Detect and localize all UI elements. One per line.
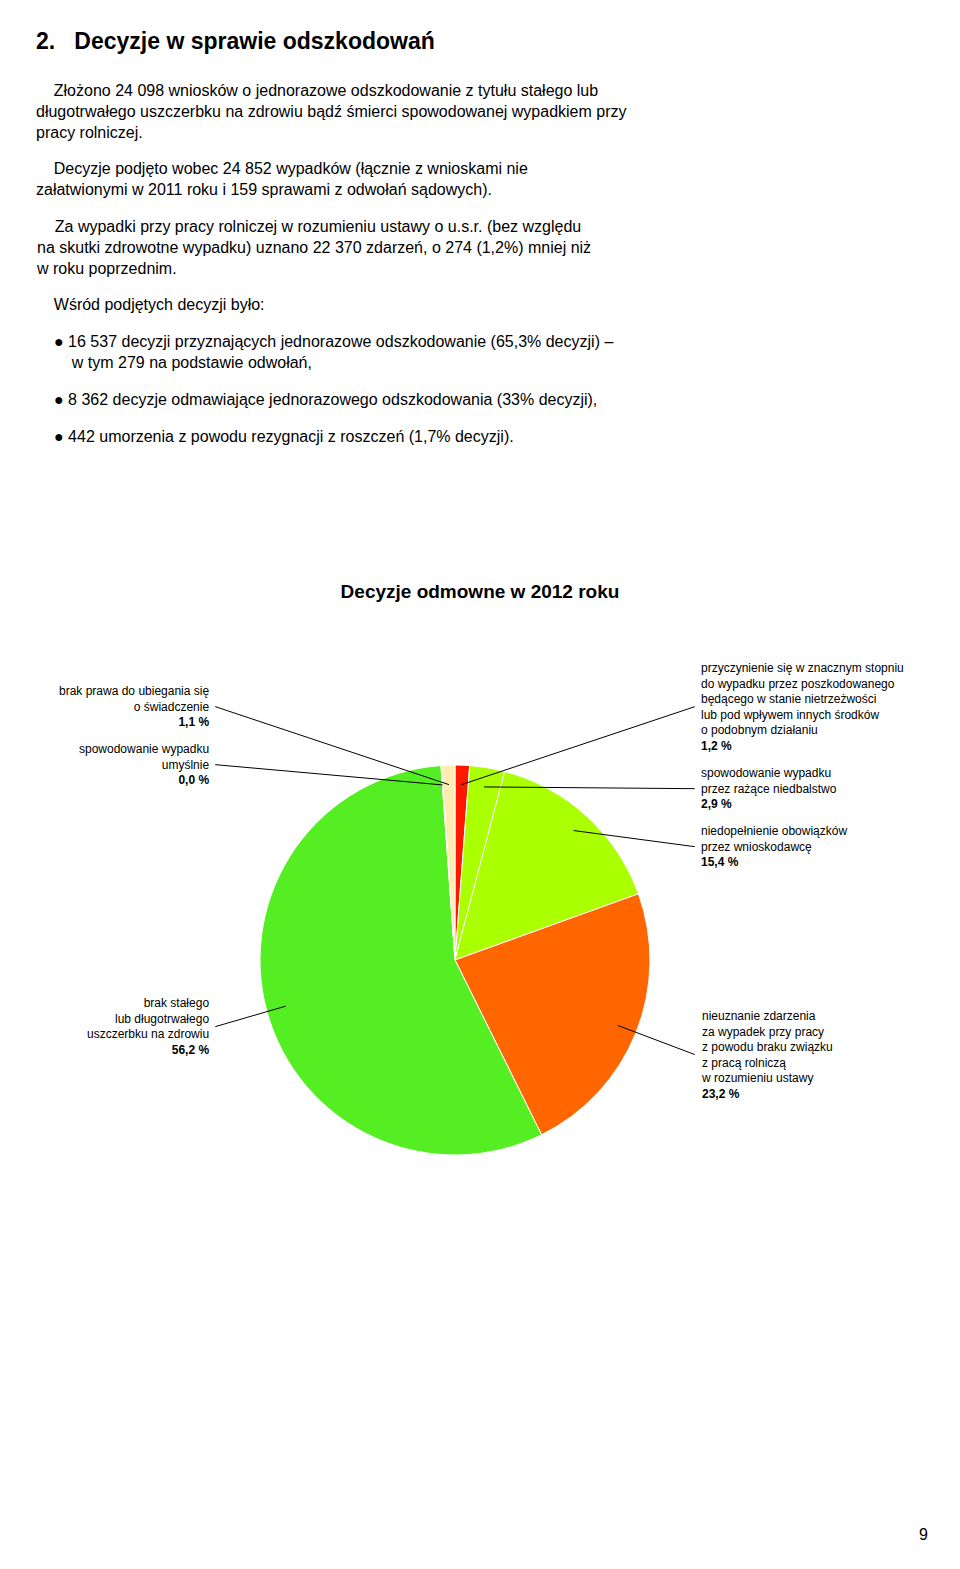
svg-text:niedopełnienie obowiązkówprzez: niedopełnienie obowiązkówprzez wnioskoda…	[701, 824, 847, 869]
svg-text:● 16 537 decyzji przyznających: ● 16 537 decyzji przyznających jednorazo…	[54, 333, 613, 371]
svg-text:9: 9	[919, 1526, 928, 1543]
svg-text:brak prawa do ubiegania sięo ś: brak prawa do ubiegania sięo świadczenie…	[59, 684, 209, 729]
svg-text:Wśród podjętych decyzji było:: Wśród podjętych decyzji było:	[36, 296, 265, 313]
svg-text:Decyzje odmowne w 2012 roku: Decyzje odmowne w 2012 roku	[341, 581, 620, 602]
svg-text:Za wypadki przy pracy rolnicze: Za wypadki przy pracy rolniczej w rozumi…	[36, 218, 591, 277]
svg-text:Decyzje podjęto wobec 24 852 w: Decyzje podjęto wobec 24 852 wypadków (ł…	[36, 160, 528, 198]
svg-text:przyczynienie się w znacznym s: przyczynienie się w znacznym stopniudo w…	[701, 661, 904, 753]
svg-text:brak stałegolub długotrwałegou: brak stałegolub długotrwałegouszczerbku …	[87, 996, 209, 1057]
svg-text:spowodowanie wypadkuprzez rażą: spowodowanie wypadkuprzez rażące niedbal…	[701, 766, 837, 811]
svg-text:● 8 362 decyzje odmawiające je: ● 8 362 decyzje odmawiające jednorazoweg…	[54, 391, 597, 408]
svg-text:2. Decyzje w sprawie odszkod: 2. Decyzje w sprawie odszkodowań	[36, 28, 435, 54]
svg-text:nieuznanie zdarzeniaza wypadek: nieuznanie zdarzeniaza wypadek przy prac…	[701, 1009, 833, 1101]
svg-text:spowodowanie wypadkuumyślnie0,: spowodowanie wypadkuumyślnie0,0 %	[79, 742, 209, 787]
svg-text:Złożono 24 098 wniosków o jedn: Złożono 24 098 wniosków o jednorazowe od…	[36, 82, 627, 141]
svg-text:● 442 umorzenia z powodu rezyg: ● 442 umorzenia z powodu rezygnacji z ro…	[54, 428, 514, 445]
